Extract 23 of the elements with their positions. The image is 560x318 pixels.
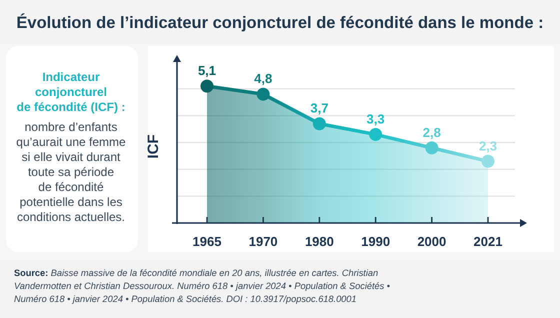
x-tick-label: 2000 bbox=[417, 234, 446, 249]
source-note: Source: Baisse massive de la fécondité mondiale en 20 ans, illustrée en cartes. Christian Vandermotten et Christian Dessouroux. Numéro 618 • janvier 2024 • Population & Sociétés • Numéro 618 • janvier 2024 • Population & Sociétés. DOI : 10.3917/popsoc.618.0001 bbox=[14, 268, 390, 304]
data-label: 3,7 bbox=[310, 100, 328, 116]
point bbox=[369, 128, 382, 141]
chart-title: Évolution de l’indicateur conjoncturel de fécondité dans le monde : bbox=[16, 13, 544, 32]
data-label: 3,3 bbox=[366, 111, 385, 126]
data-label: 2,8 bbox=[422, 124, 441, 140]
x-tick-label: 1990 bbox=[361, 234, 390, 249]
point bbox=[256, 88, 270, 101]
text: Indicateur conjoncturel de fécondité (ICF) : bbox=[16, 70, 126, 114]
data-label: 2,3 bbox=[478, 138, 498, 154]
point bbox=[425, 141, 438, 154]
point bbox=[200, 80, 214, 93]
x-tick-label: 1965 bbox=[192, 234, 222, 249]
x-tick-label: 1980 bbox=[304, 234, 334, 249]
x-tick-label: 2021 bbox=[474, 234, 502, 249]
data-label: 5,1 bbox=[198, 63, 216, 78]
data-label: 4,8 bbox=[254, 71, 272, 86]
point bbox=[312, 117, 326, 130]
point bbox=[482, 154, 494, 168]
text: nombre d’enfants qu’aurait une femme si elle vivait durant toute sa période de fécondité potentielle dans les conditions actuelles. bbox=[16, 120, 126, 224]
x-tick-label: 1970 bbox=[248, 234, 278, 249]
y-axis-title: ICF bbox=[145, 134, 162, 159]
